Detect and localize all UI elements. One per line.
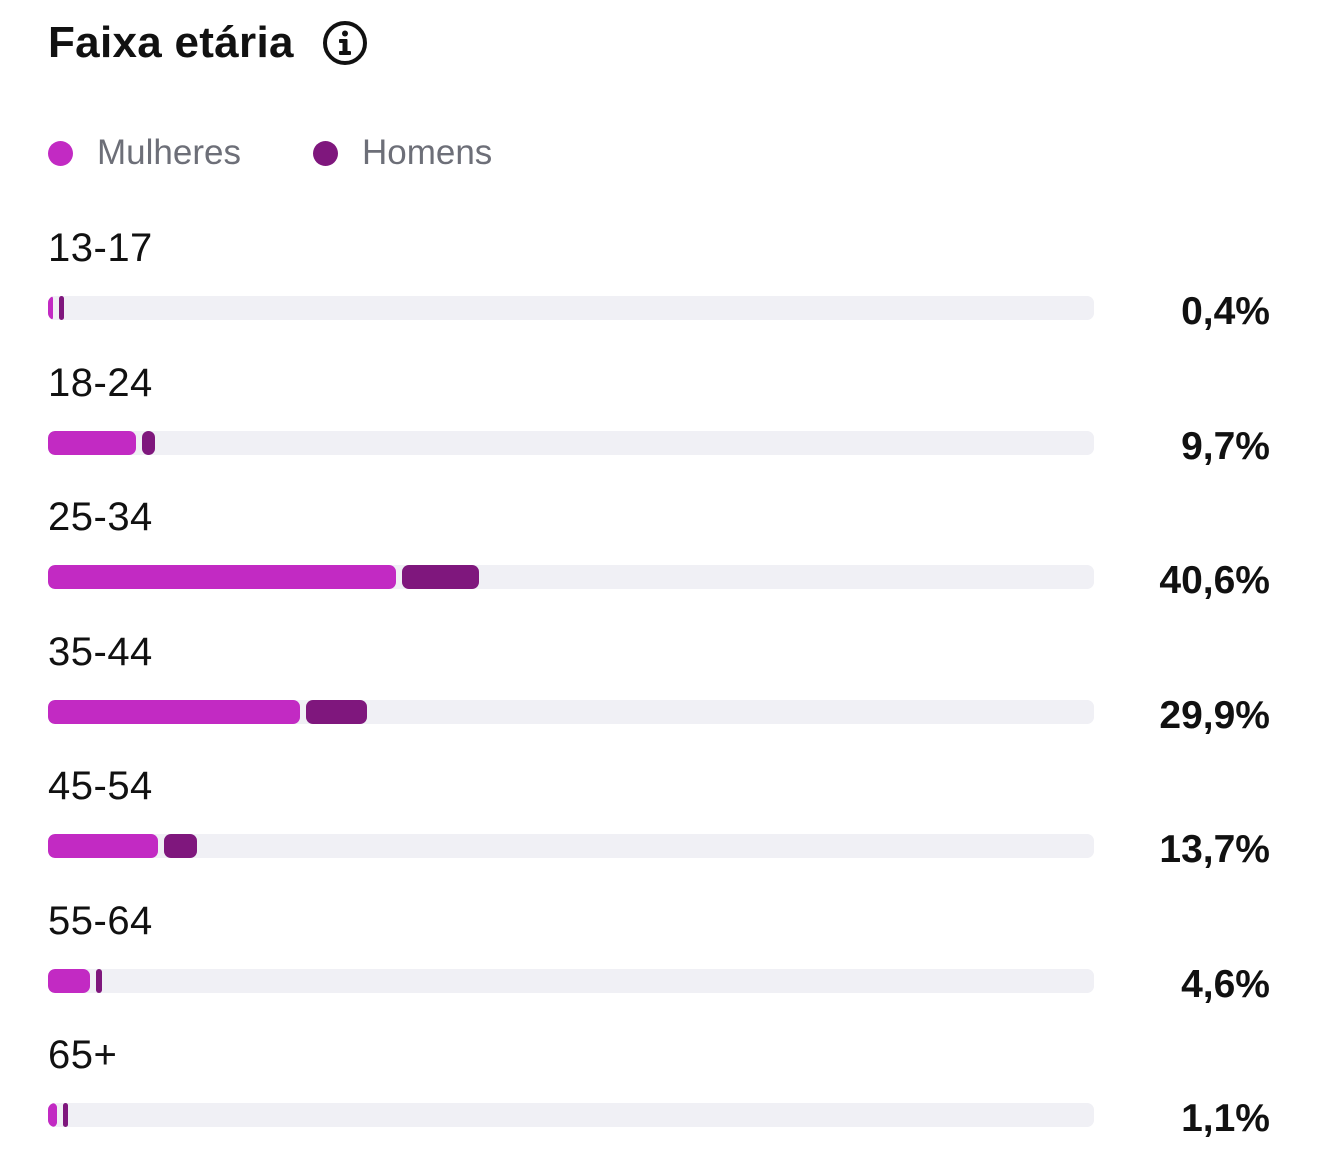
bar-track [48, 699, 1094, 724]
bar-segment-homens [141, 430, 156, 455]
bar-segment-mulheres [48, 834, 158, 858]
legend-dot-mulheres [48, 140, 73, 166]
age-label: 13-17 [48, 226, 153, 270]
bar-segment-homens [402, 565, 479, 589]
percentage-label: 40,6% [1159, 559, 1270, 602]
bar-segment-mulheres [48, 296, 53, 320]
bar-track [48, 565, 1094, 589]
percentage-label: 13,7% [1159, 828, 1270, 871]
percentage-label: 4,6% [1181, 962, 1270, 1006]
legend-label-mulheres: Mulheres [97, 133, 241, 172]
age-label: 65+ [48, 1033, 118, 1077]
title-row: Faixa etária [48, 18, 368, 68]
bar-track [48, 430, 1094, 455]
legend-item-mulheres: Mulheres [48, 133, 241, 173]
bar-segment-mulheres [48, 430, 136, 455]
age-label: 18-24 [48, 360, 153, 405]
bar-track [48, 834, 1094, 858]
percentage-label: 0,4% [1181, 290, 1270, 333]
bar-segment-homens [306, 699, 367, 724]
legend-dot-homens [312, 140, 338, 166]
bar-segment-homens [163, 834, 198, 858]
age-label: 25-34 [48, 495, 153, 539]
age-label: 55-64 [48, 898, 153, 943]
page-title: Faixa etária [48, 18, 294, 67]
bar-track [48, 968, 1094, 993]
age-label: 45-54 [48, 764, 153, 808]
bar-segment-mulheres [48, 699, 301, 724]
bar-segment-mulheres [48, 968, 90, 993]
bar-segment-mulheres [48, 565, 397, 589]
age-label: 35-44 [48, 629, 153, 674]
info-circle-icon[interactable] [322, 20, 368, 66]
bar-segment-homens [63, 1103, 69, 1127]
percentage-label: 9,7% [1181, 424, 1270, 468]
percentage-label: 29,9% [1159, 693, 1270, 737]
percentage-label: 1,1% [1181, 1097, 1270, 1140]
legend-label-homens: Homens [361, 133, 493, 172]
bar-segment-mulheres [48, 1103, 58, 1127]
legend-item-homens: Homens [312, 133, 493, 173]
bar-segment-homens [95, 968, 103, 993]
bar-track [48, 296, 1094, 320]
bar-track [48, 1103, 1094, 1127]
bar-segment-homens [59, 296, 64, 320]
chart-legend: Mulheres Homens [48, 130, 564, 176]
